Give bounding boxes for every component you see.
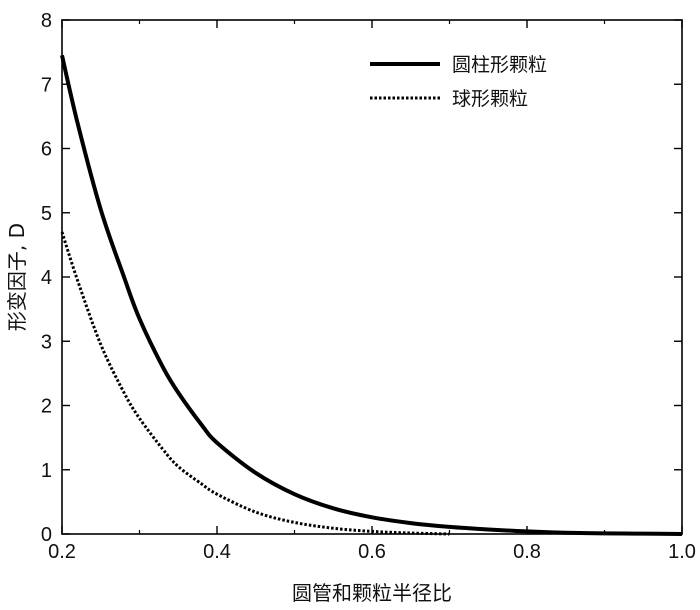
- series-line-cylinder: [60, 54, 683, 536]
- series-line-sphere: [60, 231, 450, 536]
- series-layer: [60, 54, 683, 536]
- y-tick-label: 1: [41, 460, 52, 482]
- x-tick-label: 1.0: [668, 541, 696, 563]
- y-tick-label: 4: [41, 267, 52, 289]
- y-tick-label: 5: [41, 203, 52, 225]
- x-tick-label: 0.2: [48, 541, 76, 563]
- y-tick-label: 3: [41, 331, 52, 353]
- y-tick-label: 7: [41, 74, 52, 96]
- y-tick-label: 2: [41, 396, 52, 418]
- x-tick-label: 0.4: [203, 541, 231, 563]
- y-tick-label: 0: [41, 524, 52, 546]
- legend-label-cylinder: 圆柱形颗粒: [452, 54, 547, 76]
- legend-label-sphere: 球形颗粒: [452, 88, 528, 110]
- x-axis-title: 圆管和颗粒半径比: [292, 581, 452, 605]
- y-axis-title: 形变因子, D: [5, 223, 29, 331]
- tick-labels: 0.2 0.4 0.6 0.8 1.0 0 1 2 3 4 5 6 7 8: [41, 10, 696, 563]
- x-tick-label: 0.8: [513, 541, 541, 563]
- y-tick-label: 6: [41, 139, 52, 161]
- y-tick-label: 8: [41, 10, 52, 32]
- x-tick-label: 0.6: [358, 541, 386, 563]
- legend: 圆柱形颗粒 球形颗粒: [370, 54, 547, 110]
